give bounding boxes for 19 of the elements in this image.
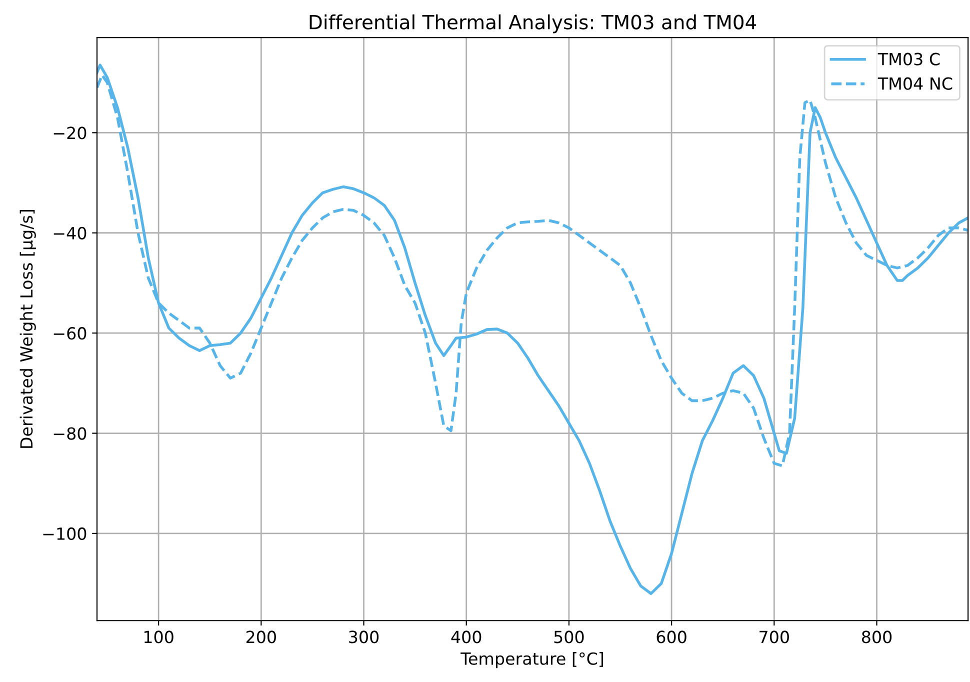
x-tick-label: 600 (656, 630, 686, 644)
x-tick-label: 800 (862, 630, 892, 644)
y-tick-label: −80 (54, 427, 86, 440)
x-tick-label: 300 (349, 630, 379, 644)
chart-title: Differential Thermal Analysis: TM03 and TM04 (310, 14, 756, 34)
x-axis-title: Temperature [°C] (460, 652, 604, 668)
line-series (97, 64, 968, 595)
x-tick-label: 100 (144, 630, 174, 644)
x-tick-label: 400 (451, 630, 482, 644)
y-tick-label: −20 (54, 126, 86, 140)
y-tick-label: −60 (54, 327, 86, 340)
x-tick-label: 700 (760, 630, 789, 644)
x-tick-label: 200 (246, 630, 276, 644)
legend-label: TM03 C (878, 52, 940, 66)
y-tick-label: −40 (54, 226, 86, 240)
y-axis-title: Derivated Weight Loss [µg/s] (20, 210, 36, 448)
x-tick-label: 500 (554, 630, 584, 644)
y-tick-label: −100 (43, 527, 86, 540)
legend-label: TM04 NC (878, 77, 952, 90)
